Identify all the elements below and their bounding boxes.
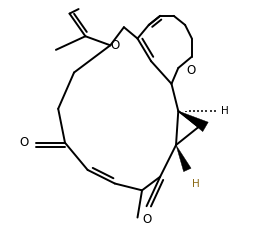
Text: O: O bbox=[186, 64, 196, 77]
Text: H: H bbox=[221, 106, 229, 116]
Text: O: O bbox=[110, 39, 119, 52]
Polygon shape bbox=[178, 111, 208, 132]
Polygon shape bbox=[176, 145, 191, 172]
Text: H: H bbox=[192, 179, 200, 189]
Text: O: O bbox=[20, 136, 29, 149]
Text: O: O bbox=[142, 213, 151, 226]
